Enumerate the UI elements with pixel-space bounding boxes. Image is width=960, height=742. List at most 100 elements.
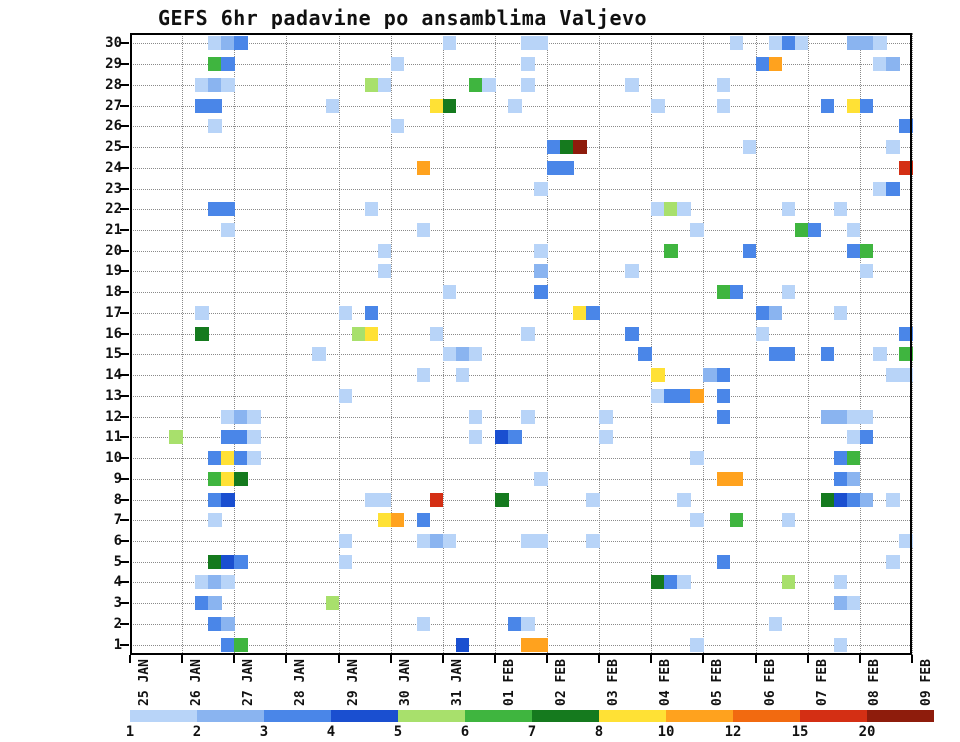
heatmap-cell bbox=[221, 409, 235, 424]
vertical-gridline bbox=[494, 33, 496, 655]
y-axis-label: 25 bbox=[105, 139, 122, 156]
x-axis-label: 27 JAN bbox=[241, 659, 257, 706]
heatmap-cell bbox=[651, 368, 665, 383]
heatmap-cell bbox=[234, 471, 248, 486]
heatmap-cell bbox=[247, 451, 261, 466]
heatmap-cell bbox=[455, 347, 470, 362]
heatmap-cell bbox=[521, 533, 535, 548]
x-axis-label: 03 FEB bbox=[606, 659, 622, 706]
colorbar-segment bbox=[532, 710, 599, 722]
heatmap-cell bbox=[677, 492, 692, 507]
y-axis-label: 8 bbox=[113, 491, 122, 508]
colorbar-segment bbox=[398, 710, 465, 722]
heatmap-cell bbox=[573, 140, 587, 155]
y-axis-label: 6 bbox=[113, 532, 122, 549]
vertical-gridline bbox=[651, 33, 653, 655]
y-axis-tick bbox=[120, 63, 129, 66]
heatmap-cell bbox=[716, 77, 731, 92]
horizontal-gridline bbox=[130, 354, 912, 356]
x-axis-tick bbox=[441, 655, 444, 663]
y-axis-tick bbox=[120, 519, 129, 522]
y-axis-label: 11 bbox=[105, 429, 122, 446]
heatmap-cell bbox=[833, 451, 848, 466]
heatmap-cell bbox=[221, 451, 235, 466]
heatmap-cell bbox=[690, 388, 705, 403]
heatmap-cell bbox=[768, 305, 783, 320]
vertical-gridline bbox=[442, 33, 444, 655]
heatmap-cell bbox=[768, 57, 783, 72]
y-axis-tick bbox=[120, 353, 129, 356]
y-axis-tick bbox=[120, 581, 129, 584]
chart-title: GEFS 6hr padavine po ansamblima Valjevo bbox=[158, 6, 648, 30]
vertical-gridline bbox=[859, 33, 861, 655]
heatmap-cell bbox=[221, 575, 235, 590]
heatmap-cell bbox=[833, 596, 848, 611]
horizontal-gridline bbox=[130, 188, 912, 190]
heatmap-cell bbox=[716, 471, 731, 486]
heatmap-cell bbox=[195, 98, 209, 113]
heatmap-cell bbox=[872, 36, 887, 51]
heatmap-cell bbox=[677, 202, 692, 217]
heatmap-cell bbox=[221, 471, 235, 486]
heatmap-cell bbox=[521, 77, 535, 92]
heatmap-cell bbox=[534, 243, 548, 258]
heatmap-cell bbox=[781, 285, 796, 300]
y-axis-tick bbox=[120, 291, 129, 294]
heatmap-cell bbox=[195, 575, 209, 590]
heatmap-cell bbox=[807, 222, 822, 237]
horizontal-gridline bbox=[130, 229, 912, 231]
y-axis-tick bbox=[120, 249, 129, 252]
heatmap-cell bbox=[651, 575, 665, 590]
heatmap-cell bbox=[781, 513, 796, 528]
heatmap-cell bbox=[716, 409, 731, 424]
heatmap-cell bbox=[208, 554, 222, 569]
heatmap-cell bbox=[455, 637, 470, 652]
heatmap-cell bbox=[377, 243, 392, 258]
heatmap-cell bbox=[364, 77, 379, 92]
heatmap-cell bbox=[573, 305, 587, 320]
heatmap-cell bbox=[208, 202, 222, 217]
y-axis-label: 13 bbox=[105, 387, 122, 404]
y-axis-tick bbox=[120, 125, 129, 128]
heatmap-cell bbox=[325, 98, 340, 113]
colorbar-segment bbox=[666, 710, 733, 722]
x-axis-tick bbox=[858, 655, 861, 663]
heatmap-cell bbox=[521, 36, 535, 51]
vertical-gridline bbox=[755, 33, 757, 655]
horizontal-gridline bbox=[130, 395, 912, 397]
vertical-gridline bbox=[912, 33, 913, 655]
y-axis-tick bbox=[120, 457, 129, 460]
heatmap-cell bbox=[755, 305, 770, 320]
heatmap-cell bbox=[364, 492, 379, 507]
heatmap-cell bbox=[833, 471, 848, 486]
heatmap-cell bbox=[547, 140, 561, 155]
heatmap-cell bbox=[768, 616, 783, 631]
heatmap-cell bbox=[872, 181, 887, 196]
heatmap-cell bbox=[208, 616, 222, 631]
heatmap-cell bbox=[364, 202, 379, 217]
heatmap-cell bbox=[195, 596, 209, 611]
heatmap-cell bbox=[651, 98, 665, 113]
y-axis-label: 26 bbox=[105, 118, 122, 135]
heatmap-cell bbox=[820, 409, 835, 424]
heatmap-cell bbox=[221, 492, 235, 507]
y-axis-tick bbox=[120, 477, 129, 480]
heatmap-cell bbox=[429, 98, 444, 113]
heatmap-cell bbox=[416, 616, 431, 631]
x-axis-label: 09 FEB bbox=[919, 659, 934, 706]
heatmap-cell bbox=[820, 98, 835, 113]
heatmap-cell bbox=[221, 77, 235, 92]
horizontal-gridline bbox=[130, 561, 912, 563]
heatmap-cell bbox=[794, 222, 809, 237]
heatmap-cell bbox=[898, 368, 913, 383]
x-axis-label: 30 JAN bbox=[397, 659, 413, 706]
horizontal-gridline bbox=[130, 312, 912, 314]
y-axis-tick bbox=[120, 602, 129, 605]
heatmap-cell bbox=[846, 222, 861, 237]
heatmap-cell bbox=[833, 575, 848, 590]
heatmap-cell bbox=[390, 513, 405, 528]
x-axis-tick bbox=[650, 655, 653, 663]
horizontal-gridline bbox=[130, 375, 912, 377]
heatmap-cell bbox=[221, 637, 235, 652]
